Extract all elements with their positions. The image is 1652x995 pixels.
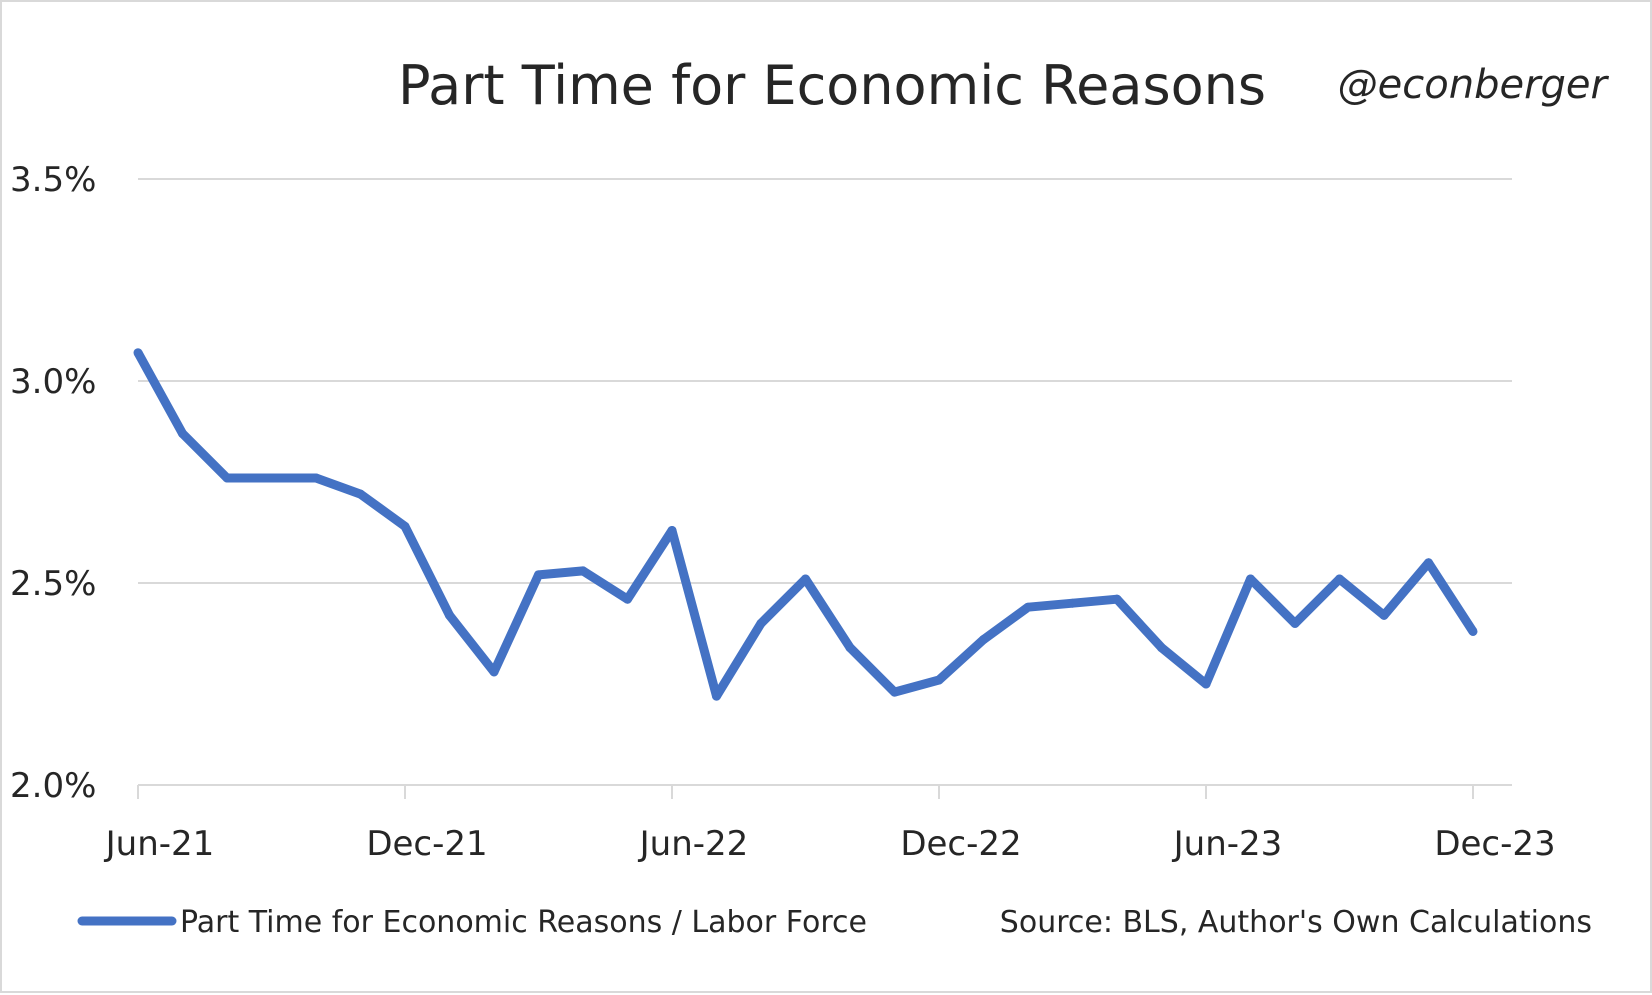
data-point [578,566,588,576]
data-point [222,473,232,483]
x-tick-label: Dec-22 [900,824,1021,864]
x-tick-label: Jun-23 [1172,824,1283,864]
x-axis [137,784,1512,799]
data-point [178,429,187,439]
x-axis-tick-labels: Jun-21 Dec-21 Jun-22 Dec-22 Jun-23 Dec-23 [104,824,1556,864]
y-tick-label: 3.5% [10,160,96,200]
data-point [489,667,499,677]
data-point [1023,602,1033,612]
data-point [712,691,721,701]
data-point [801,574,810,584]
y-tick-label: 3.0% [10,362,96,402]
data-point [311,473,321,483]
data-point [1246,574,1255,584]
data-point [1290,618,1300,628]
data-point [1379,610,1389,620]
x-tick-label: Dec-23 [1434,824,1555,864]
x-tick-label: Jun-22 [638,824,749,864]
data-point [1068,598,1077,608]
data-point [845,643,855,653]
data-point [1468,626,1478,636]
data-point [979,635,988,645]
x-tick-label: Dec-21 [366,824,487,864]
data-point [667,525,677,535]
series-layer [133,348,1478,701]
data-point [756,618,766,628]
x-tick-label: Jun-21 [104,824,215,864]
data-point [1201,679,1211,689]
source-note: Source: BLS, Author's Own Calculations [1000,905,1592,940]
y-tick-label: 2.5% [10,564,96,604]
data-point [1112,594,1122,604]
data-point [1157,643,1166,653]
chart-title: Part Time for Economic Reasons [398,54,1266,117]
gridlines [138,178,1512,584]
data-point [133,348,143,358]
data-point [356,489,365,499]
data-point [890,687,899,697]
legend: Part Time for Economic Reasons / Labor F… [77,905,867,940]
data-point [623,594,632,604]
legend-label: Part Time for Economic Reasons / Labor F… [180,905,867,940]
series-line [134,350,1477,701]
y-axis-tick-labels: 2.0% 2.5% 3.0% 3.5% [10,160,96,806]
author-handle: @econberger [1338,62,1610,108]
data-point [267,473,276,483]
y-tick-label: 2.0% [10,766,96,806]
data-point [1424,558,1433,568]
data-point [1335,574,1344,584]
data-point [400,521,410,531]
data-point [934,675,944,685]
data-point [534,570,543,580]
data-point [445,610,454,620]
